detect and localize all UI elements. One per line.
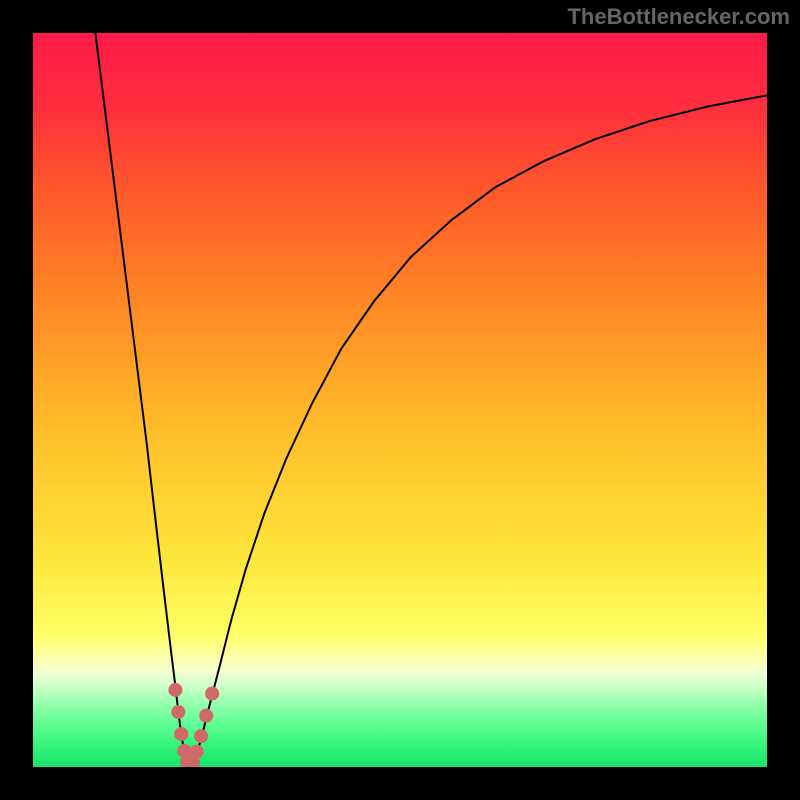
data-marker xyxy=(168,683,182,697)
data-marker xyxy=(174,727,188,741)
chart-svg xyxy=(33,33,767,767)
data-marker xyxy=(194,729,208,743)
data-marker xyxy=(190,745,204,759)
data-marker xyxy=(171,705,185,719)
plot-area xyxy=(33,33,767,767)
data-marker xyxy=(205,687,219,701)
chart-container: TheBottlenecker.com xyxy=(0,0,800,800)
data-marker xyxy=(199,709,213,723)
watermark-text: TheBottlenecker.com xyxy=(567,4,790,30)
